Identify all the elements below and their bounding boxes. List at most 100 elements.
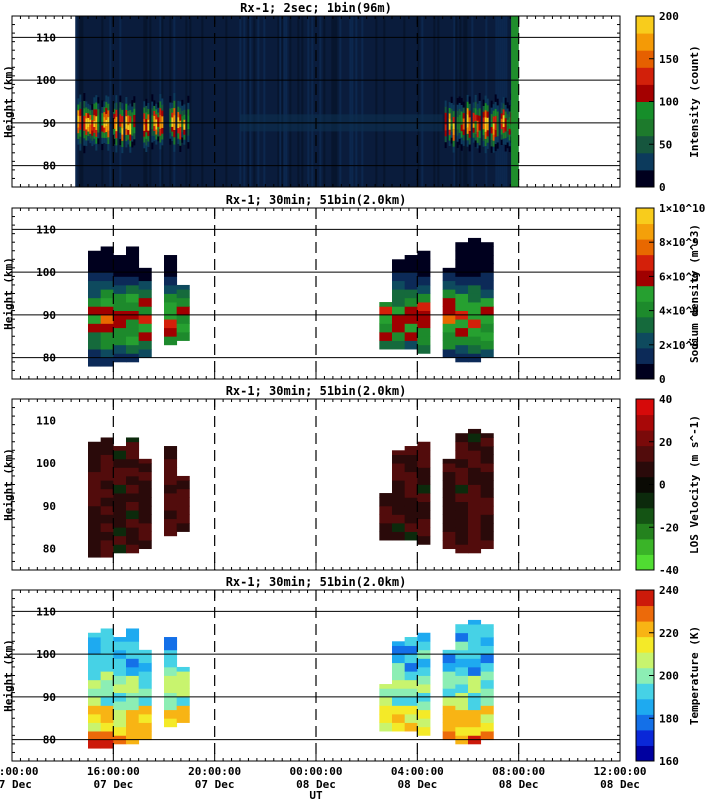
data-cell	[455, 675, 469, 685]
data-cell	[164, 467, 178, 477]
intensity-cell	[466, 120, 469, 128]
intensity-cell	[131, 117, 134, 125]
data-cell	[404, 637, 418, 646]
data-cell	[100, 480, 114, 490]
data-cell	[404, 497, 418, 507]
colorbar-swatch	[636, 254, 654, 271]
data-cell	[417, 319, 431, 329]
intensity-cell	[506, 124, 509, 132]
data-cell	[404, 514, 418, 524]
intensity-cell	[462, 134, 465, 141]
intensity-cell	[460, 117, 463, 125]
data-cell	[138, 696, 152, 706]
data-cell	[126, 641, 140, 651]
data-cell	[100, 662, 114, 672]
colorbar-tick-label: 20	[659, 436, 672, 449]
data-cell	[442, 705, 456, 715]
intensity-cell	[508, 145, 511, 153]
data-cell	[392, 662, 406, 672]
intensity-cell	[472, 112, 475, 118]
data-cell	[392, 522, 406, 532]
y-tick-label: 110	[36, 605, 56, 618]
intensity-cell	[181, 121, 184, 127]
intensity-cell	[89, 105, 92, 111]
x-axis-label: UT	[309, 789, 323, 800]
intensity-cell	[490, 145, 493, 153]
intensity-cell	[181, 131, 184, 138]
data-cell	[100, 637, 114, 646]
intensity-cell	[85, 106, 88, 113]
intensity-cell	[187, 121, 190, 130]
intensity-cell	[101, 137, 104, 144]
data-cell	[113, 327, 127, 337]
data-cell	[417, 510, 431, 520]
data-cell	[138, 340, 152, 350]
data-cell	[113, 259, 127, 269]
data-cell	[480, 463, 494, 473]
intensity-cell	[496, 123, 499, 131]
intensity-cell	[169, 120, 172, 127]
intensity-cell	[97, 120, 100, 127]
data-cell	[138, 505, 152, 515]
noise-streak	[331, 16, 334, 187]
intensity-cell	[105, 125, 108, 133]
data-cell	[480, 540, 494, 550]
colorbar-swatch	[636, 538, 654, 555]
data-cell	[88, 454, 102, 464]
intensity-cell	[490, 107, 493, 115]
intensity-cell	[125, 109, 128, 117]
data-cell	[404, 505, 418, 515]
data-cell	[468, 619, 482, 625]
intensity-cell	[183, 134, 186, 140]
intensity-cell	[452, 128, 455, 135]
intensity-cell	[171, 131, 174, 137]
data-cell	[88, 654, 102, 664]
x-tick-date-label: 07 Dec	[0, 778, 32, 791]
intensity-cell	[133, 138, 136, 146]
intensity-cell	[89, 114, 92, 120]
intensity-cell	[155, 108, 158, 115]
intensity-cell	[472, 122, 475, 128]
intensity-cell	[492, 104, 495, 111]
data-cell	[480, 454, 494, 464]
intensity-cell	[125, 115, 128, 123]
intensity-cell	[107, 109, 110, 118]
intensity-cell	[468, 137, 471, 145]
intensity-cell	[466, 101, 469, 109]
intensity-cell	[103, 121, 106, 128]
noise-streak	[249, 16, 252, 187]
data-cell	[468, 518, 482, 528]
intensity-cell	[133, 114, 136, 122]
data-cell	[468, 535, 482, 545]
data-cell	[455, 501, 469, 511]
intensity-cell	[77, 126, 80, 134]
data-cell	[138, 349, 152, 359]
data-cell	[480, 679, 494, 689]
intensity-cell	[145, 118, 148, 126]
intensity-cell	[171, 112, 174, 118]
intensity-cell	[83, 93, 86, 101]
intensity-cell	[179, 113, 182, 121]
data-cell	[164, 510, 178, 520]
x-tick-date-label: 08 Dec	[397, 778, 437, 791]
intensity-cell	[77, 115, 80, 122]
intensity-cell	[121, 103, 124, 110]
intensity-cell	[486, 135, 489, 143]
data-cell	[480, 306, 494, 316]
noise-streak	[501, 16, 504, 187]
intensity-cell	[161, 104, 164, 111]
intensity-cell	[147, 113, 150, 120]
data-cell	[455, 666, 469, 676]
panel-title: Rx-1; 30min; 51bin(2.0km)	[226, 575, 407, 589]
intensity-cell	[466, 126, 469, 134]
data-cell	[100, 696, 114, 706]
data-cell	[404, 722, 418, 732]
data-cell	[442, 272, 456, 282]
intensity-cell	[147, 130, 150, 137]
data-cell	[88, 522, 102, 532]
data-cell	[404, 280, 418, 290]
data-cell	[442, 671, 456, 681]
data-cell	[480, 242, 494, 247]
intensity-cell	[506, 108, 509, 115]
data-cell	[126, 518, 140, 528]
